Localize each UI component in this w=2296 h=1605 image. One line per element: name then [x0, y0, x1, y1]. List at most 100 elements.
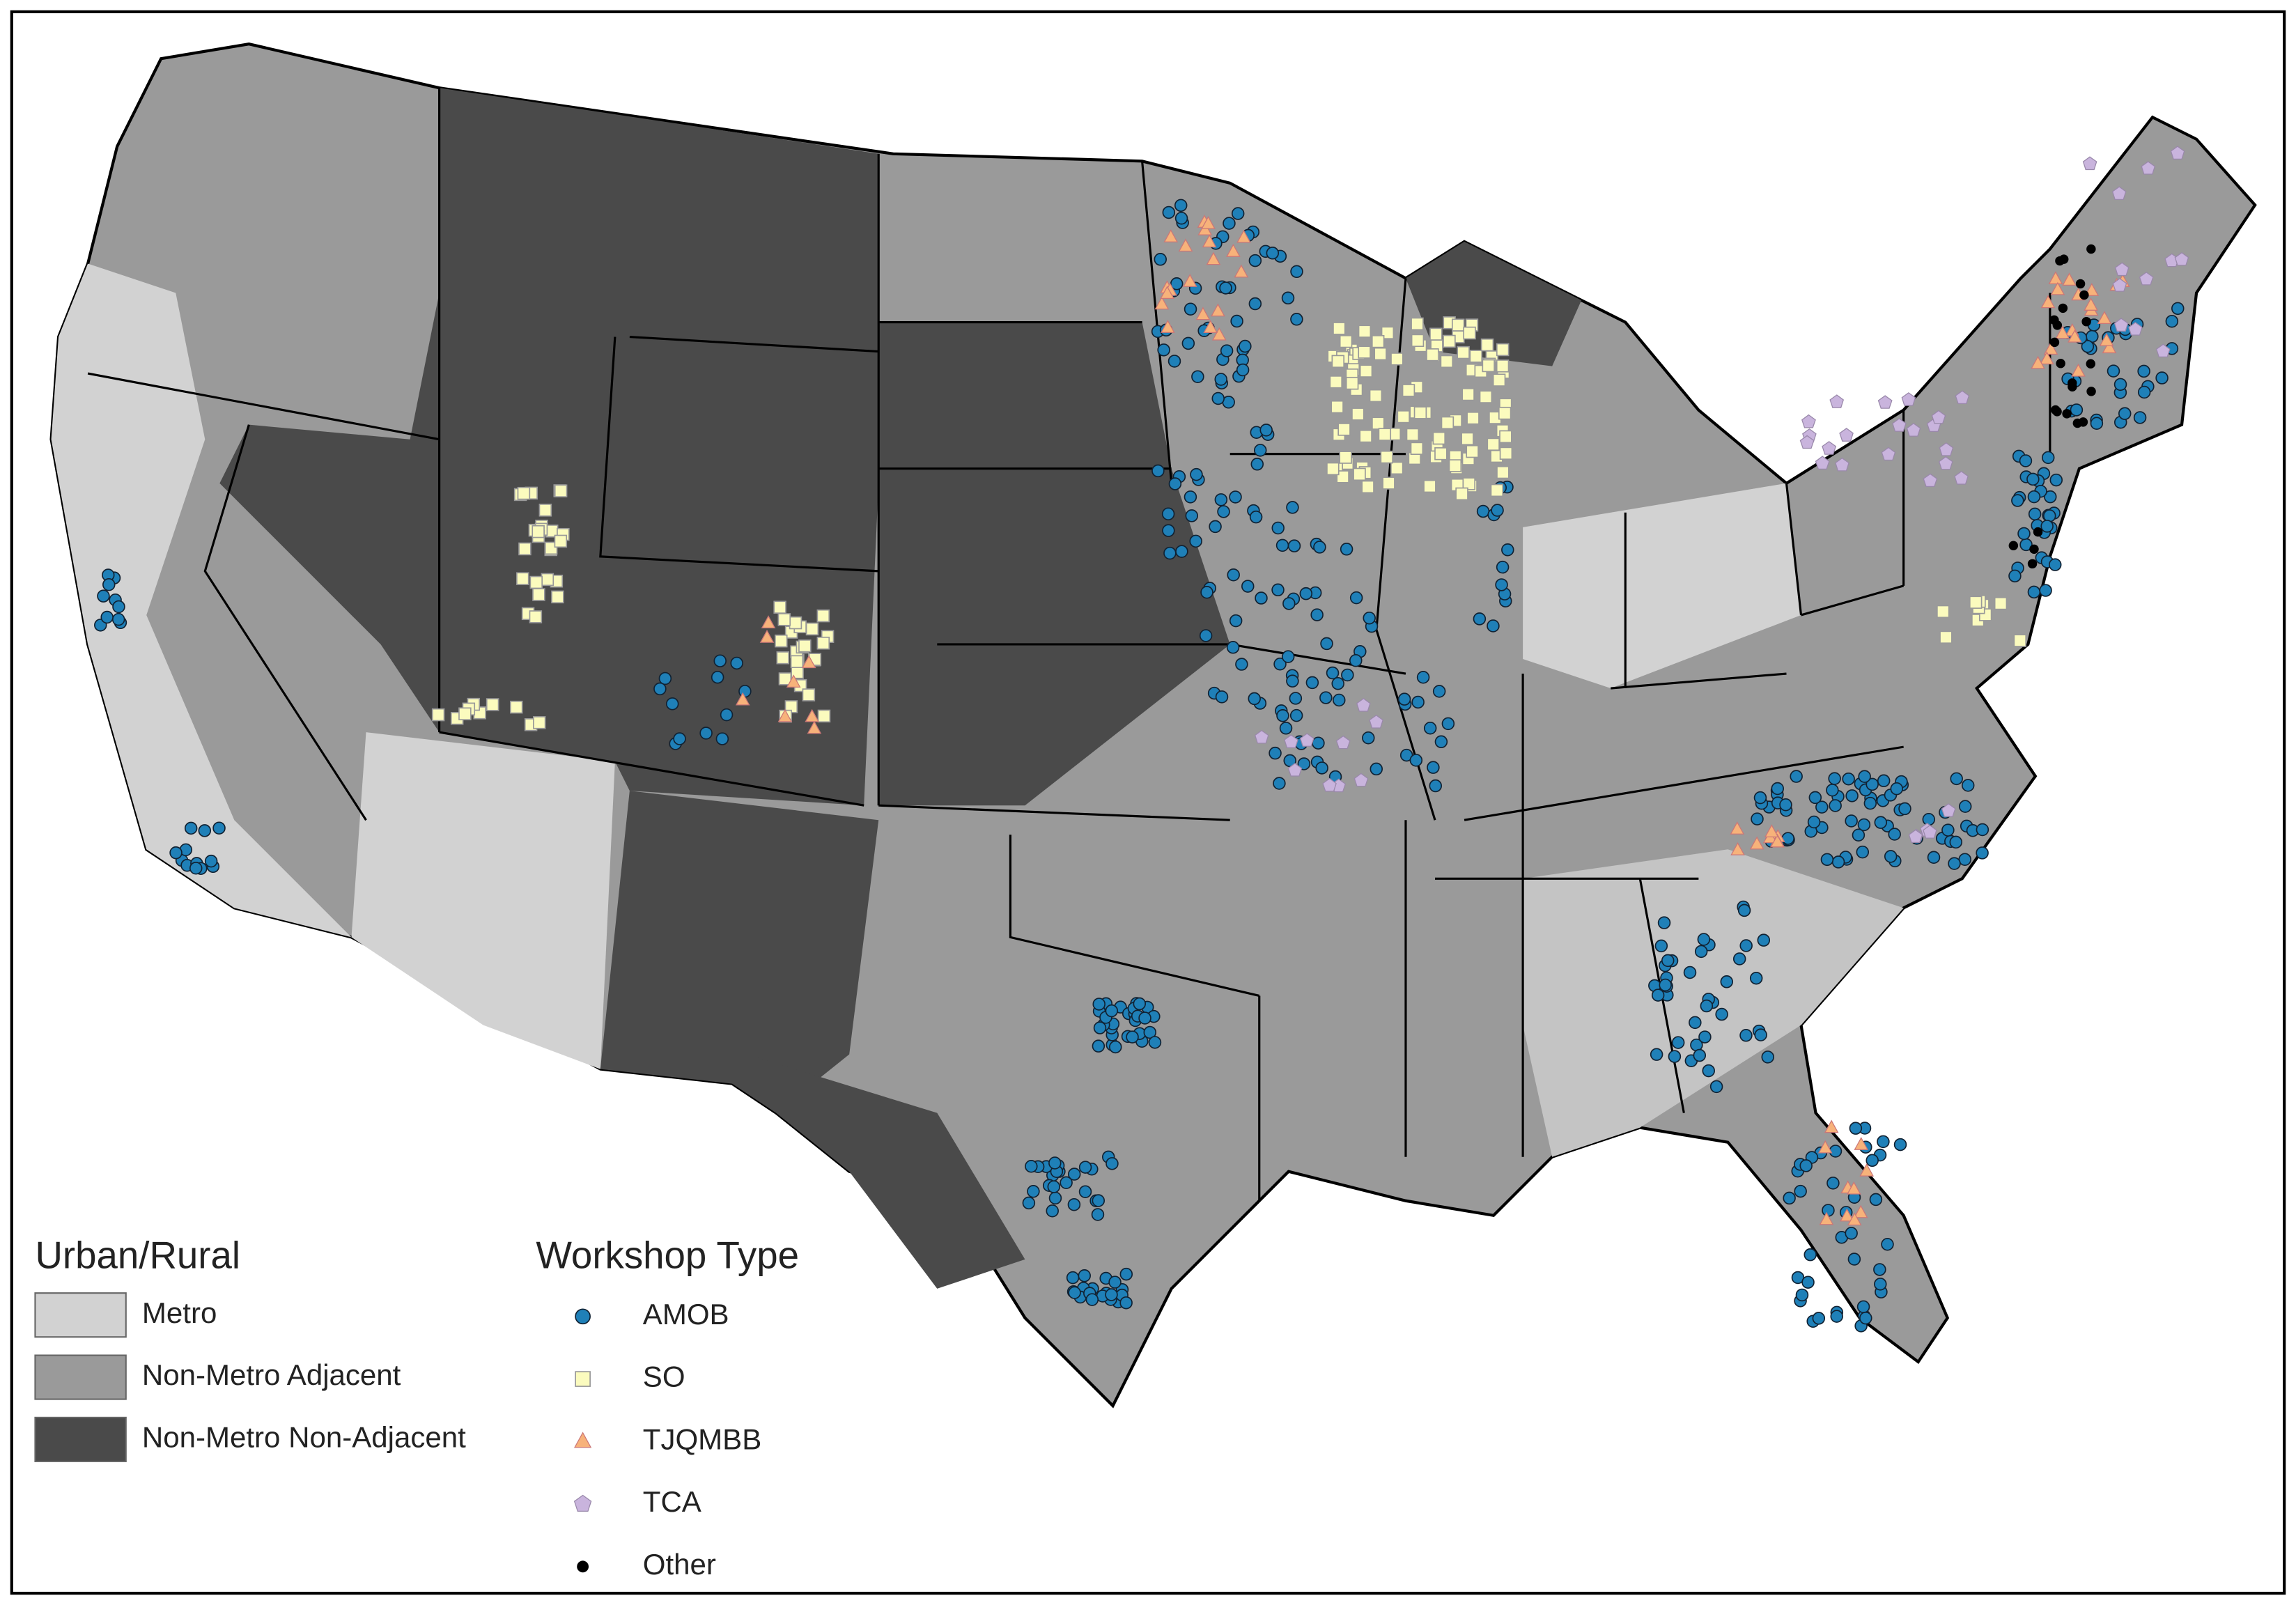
- circle-marker: [1783, 1191, 1796, 1205]
- circle-marker: [1720, 975, 1734, 988]
- circle-marker: [1958, 853, 1971, 866]
- circle-marker: [1066, 1271, 1080, 1285]
- circle-marker: [1873, 1263, 1886, 1276]
- circle-marker: [1496, 560, 1510, 574]
- circle-marker: [189, 862, 203, 875]
- square-marker: [775, 634, 788, 648]
- pentagon-marker: [2170, 146, 2185, 160]
- square-marker: [1369, 389, 1383, 403]
- circle-marker: [1362, 731, 1375, 745]
- square-marker: [1482, 359, 1495, 373]
- circle-marker: [1108, 1276, 1122, 1289]
- pentagon-marker: [1299, 733, 1314, 747]
- square-marker: [790, 655, 804, 669]
- circle-marker: [665, 697, 679, 711]
- square-marker: [529, 575, 543, 589]
- circle-marker: [2165, 314, 2179, 328]
- circle-marker: [1863, 796, 1877, 810]
- circle-marker: [1119, 1267, 1133, 1281]
- circle-marker: [1248, 254, 1262, 268]
- legend-label: SO: [643, 1360, 685, 1393]
- circle-marker: [1289, 692, 1303, 705]
- circle-marker: [1700, 999, 1714, 1013]
- circle-marker: [1190, 467, 1203, 481]
- circle-marker: [1709, 1080, 1723, 1094]
- square-marker: [1469, 350, 1483, 363]
- triangle-marker: [807, 720, 822, 734]
- circle-marker: [1922, 812, 1936, 826]
- circle-marker: [711, 670, 724, 684]
- circle-marker: [1949, 835, 1963, 849]
- circle-marker: [1223, 217, 1236, 230]
- circle-marker: [1250, 458, 1264, 471]
- triangle-marker: [1853, 1204, 1868, 1218]
- circle-marker: [1148, 1036, 1162, 1049]
- square-marker: [1333, 322, 1346, 335]
- triangle-marker: [1234, 264, 1249, 278]
- square-marker: [1390, 352, 1404, 366]
- square-marker: [554, 484, 568, 497]
- circle-marker: [1236, 363, 1250, 377]
- square-marker: [1339, 334, 1353, 348]
- circle-marker: [1185, 509, 1199, 522]
- square-marker: [1480, 338, 1494, 352]
- legend-label: Other: [643, 1548, 716, 1581]
- circle-marker: [1476, 504, 1490, 518]
- circle-marker: [1842, 772, 1855, 786]
- square-marker: [1432, 431, 1446, 445]
- pentagon-marker: [1908, 829, 1923, 844]
- circle-marker: [1290, 313, 1303, 326]
- square-marker: [1353, 467, 1366, 481]
- legend-label: TJQMBB: [643, 1422, 761, 1455]
- square-marker: [1499, 430, 1512, 444]
- circle-marker: [2118, 407, 2132, 420]
- circle-marker: [1739, 1029, 1753, 1042]
- circle-marker: [1757, 933, 1771, 947]
- circle-marker: [1189, 534, 1202, 548]
- circle-marker: [1331, 676, 1344, 690]
- square-marker: [1358, 346, 1371, 359]
- square-marker: [1390, 461, 1404, 475]
- square-marker: [776, 651, 790, 665]
- us-map: [49, 42, 2257, 1409]
- square-marker: [1461, 387, 1475, 401]
- remote-mountain-west: [219, 88, 879, 806]
- circle-marker: [1027, 1185, 1040, 1198]
- square-marker: [816, 636, 830, 650]
- circle-marker: [1266, 247, 1280, 260]
- circle-marker: [1313, 541, 1326, 554]
- dot-marker: [2029, 544, 2039, 555]
- circle-marker: [1241, 580, 1255, 593]
- circle-marker: [2041, 451, 2055, 465]
- square-marker: [777, 613, 791, 626]
- circle-marker: [1078, 1269, 1091, 1282]
- circle-marker: [1852, 828, 1866, 842]
- triangle-marker: [1236, 229, 1251, 243]
- circle-marker: [1227, 568, 1240, 582]
- circle-marker: [2048, 558, 2062, 571]
- square-marker: [1969, 596, 1983, 609]
- circle-marker: [1289, 708, 1303, 722]
- square-marker: [1492, 373, 1506, 387]
- circle-marker: [1409, 754, 1423, 767]
- circle-marker: [1248, 297, 1262, 311]
- dot-marker: [2072, 418, 2083, 428]
- square-marker: [1496, 465, 1510, 479]
- metro-midwest: [1523, 483, 1801, 689]
- circle-marker: [1976, 823, 1989, 837]
- triangle-marker: [2043, 341, 2058, 355]
- square-marker: [554, 534, 568, 548]
- circle-marker: [1022, 1196, 1036, 1210]
- legend-label: Non-Metro Non-Adjacent: [142, 1420, 466, 1453]
- triangle-marker: [1161, 320, 1175, 333]
- circle-marker: [1737, 904, 1751, 917]
- square-marker: [817, 709, 831, 723]
- circle-marker: [1154, 253, 1167, 266]
- square-marker: [538, 504, 552, 517]
- circle-marker: [1828, 772, 1841, 785]
- circle-marker: [1105, 1004, 1119, 1018]
- circle-marker: [1235, 658, 1248, 671]
- circle-marker: [1866, 777, 1879, 791]
- circle-marker: [1092, 998, 1106, 1011]
- square-marker: [1406, 428, 1420, 442]
